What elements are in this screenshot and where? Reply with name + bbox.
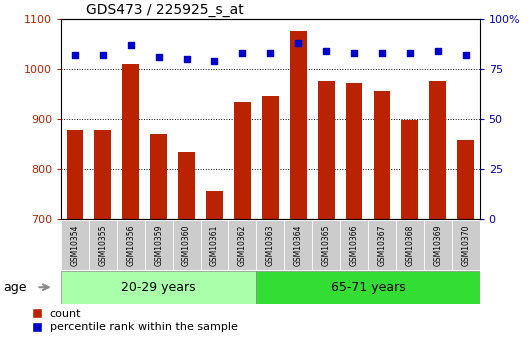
Bar [206,190,223,345]
FancyBboxPatch shape [257,271,480,304]
Point [238,50,246,56]
Bar [178,151,195,345]
Text: GSM10360: GSM10360 [182,224,191,266]
Point [99,52,107,58]
Text: GSM10356: GSM10356 [126,224,135,266]
Point [70,52,79,58]
Text: GSM10361: GSM10361 [210,224,219,266]
Text: GSM10364: GSM10364 [294,224,303,266]
Point [462,52,470,58]
Bar [374,91,390,345]
Point [378,50,386,56]
Bar [262,96,279,345]
FancyBboxPatch shape [61,220,89,270]
Point [405,50,414,56]
FancyBboxPatch shape [368,220,396,270]
Text: GSM10359: GSM10359 [154,224,163,266]
Bar [318,81,334,345]
Text: GSM10362: GSM10362 [238,224,247,266]
FancyBboxPatch shape [340,220,368,270]
FancyBboxPatch shape [312,220,340,270]
Bar [234,101,251,345]
Bar [67,130,83,345]
FancyBboxPatch shape [396,220,424,270]
Point [434,48,442,54]
Point [210,58,219,64]
Text: GSM10363: GSM10363 [266,224,275,266]
Text: GSM10368: GSM10368 [405,224,414,266]
Text: GSM10365: GSM10365 [322,224,331,266]
FancyBboxPatch shape [257,220,284,270]
Point [127,42,135,48]
Bar [457,140,474,345]
Point [266,50,275,56]
Text: 20-29 years: 20-29 years [121,281,196,294]
FancyBboxPatch shape [173,220,200,270]
Text: GSM10366: GSM10366 [350,224,358,266]
Point [350,50,358,56]
FancyBboxPatch shape [145,220,173,270]
FancyBboxPatch shape [200,220,228,270]
FancyBboxPatch shape [424,220,452,270]
Point [154,54,163,60]
Text: GSM10370: GSM10370 [461,224,470,266]
FancyBboxPatch shape [228,220,257,270]
Text: GSM10355: GSM10355 [99,224,107,266]
FancyBboxPatch shape [61,271,257,304]
Text: 65-71 years: 65-71 years [331,281,405,294]
Bar [346,83,363,345]
Bar [290,31,306,345]
Point [322,48,330,54]
Text: GSM10354: GSM10354 [70,224,80,266]
Legend: count, percentile rank within the sample: count, percentile rank within the sample [32,309,238,333]
FancyBboxPatch shape [452,220,480,270]
Point [294,40,303,46]
Text: age: age [3,281,27,294]
Bar [151,134,167,345]
Bar [94,129,111,345]
FancyBboxPatch shape [117,220,145,270]
Text: GSM10367: GSM10367 [377,224,386,266]
Text: GSM10369: GSM10369 [434,224,442,266]
FancyBboxPatch shape [284,220,312,270]
Bar [429,80,446,345]
Text: GDS473 / 225925_s_at: GDS473 / 225925_s_at [86,2,244,17]
Bar [402,119,418,345]
Point [182,56,191,62]
FancyBboxPatch shape [89,220,117,270]
Bar [122,64,139,345]
